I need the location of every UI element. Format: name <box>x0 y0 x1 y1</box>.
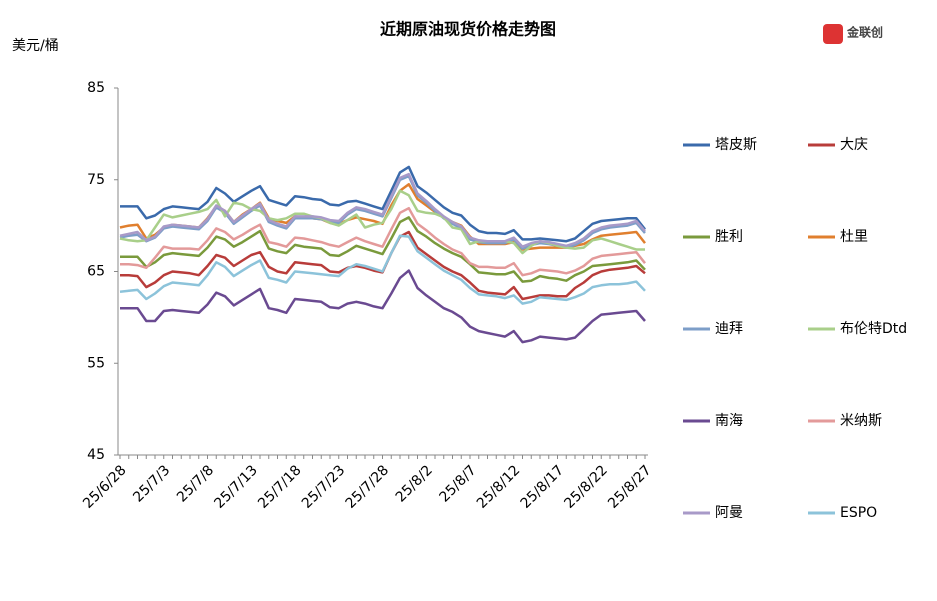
logo-icon <box>823 24 843 44</box>
chart-title: 近期原油现货价格走势图 <box>380 20 556 39</box>
series-line <box>120 206 646 277</box>
legend-label: 大庆 <box>840 137 868 153</box>
legend-label: 布伦特Dtd <box>840 321 907 337</box>
legend-label: 迪拜 <box>715 321 743 337</box>
legend-label: 胜利 <box>715 229 743 245</box>
y-tick-label: 75 <box>87 172 105 188</box>
legend-label: 杜里 <box>840 229 868 245</box>
y-axis-label: 美元/桶 <box>12 38 59 54</box>
y-tick-label: 55 <box>87 355 105 371</box>
logo: 金联创 <box>846 25 883 40</box>
series-line <box>119 234 646 305</box>
legend-label: 阿曼 <box>715 505 743 521</box>
series-line <box>120 269 646 344</box>
series-line <box>120 216 646 283</box>
legend-label: ESPO <box>840 505 877 521</box>
legend-label: 南海 <box>715 413 743 429</box>
series-line <box>120 165 646 243</box>
series-line <box>119 172 646 248</box>
legend-label: 塔皮斯 <box>715 137 757 153</box>
legend-label: 米纳斯 <box>840 413 882 429</box>
series-line <box>119 189 645 255</box>
y-tick-label: 45 <box>87 447 105 463</box>
y-tick-label: 65 <box>87 264 105 280</box>
y-tick-label: 85 <box>87 80 105 96</box>
